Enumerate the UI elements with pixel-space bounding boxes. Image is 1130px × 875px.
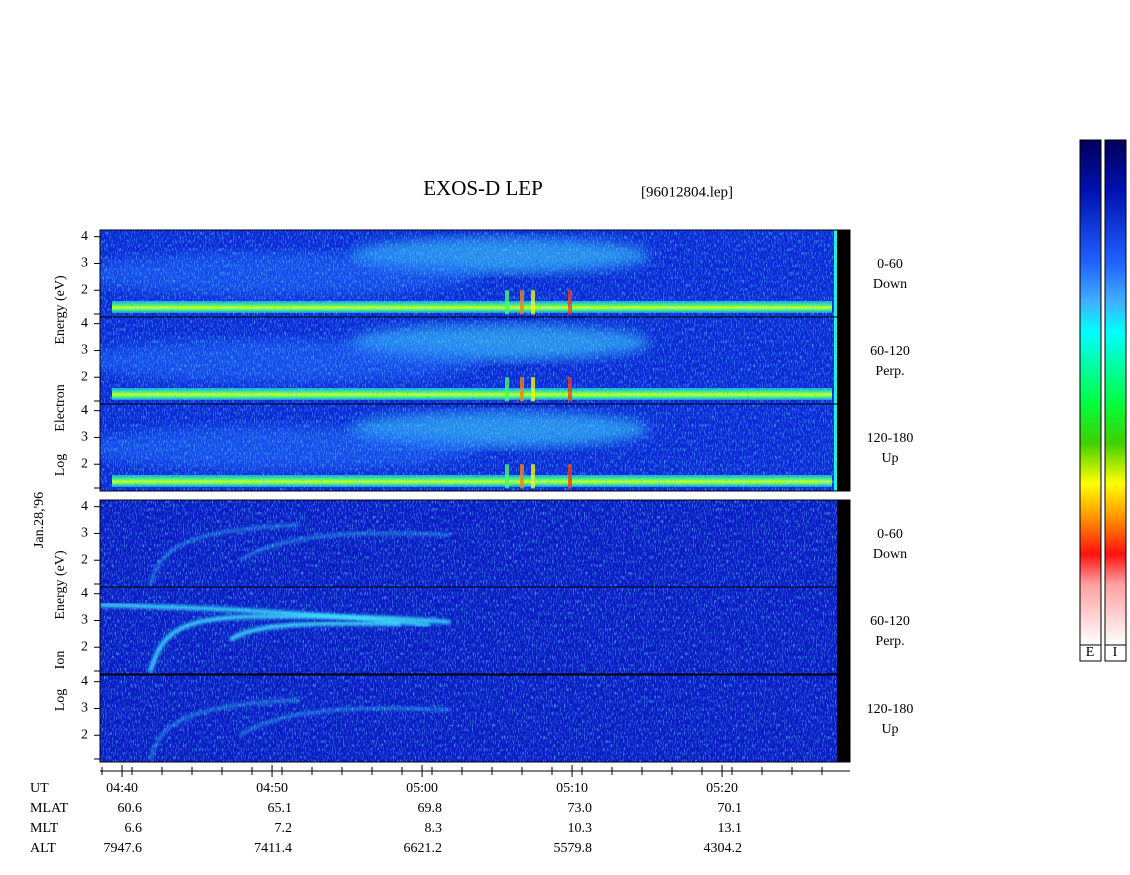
panel-direction: Up — [881, 722, 898, 737]
y-tick-label: 3 — [81, 526, 88, 541]
y-tick-label: 3 — [81, 430, 88, 445]
noise-dark — [100, 675, 850, 762]
x-tick-label: 05:00 — [406, 781, 438, 796]
y-tick-label: 3 — [81, 343, 88, 358]
noise-dark — [100, 230, 850, 317]
x-tick-label: 04:40 — [106, 781, 138, 796]
edge — [834, 404, 837, 491]
spectrogram — [100, 317, 850, 404]
orbit-value: 6.6 — [125, 821, 143, 836]
y-tick-label: 4 — [81, 499, 88, 514]
title: EXOS-D LEP — [423, 176, 543, 200]
y-tick-label: 2 — [81, 369, 88, 384]
orbit-value: 8.3 — [425, 821, 443, 836]
panel-angle: 60-120 — [870, 614, 910, 629]
y-tick-label: 2 — [81, 727, 88, 742]
panel-angle: 0-60 — [877, 257, 903, 272]
orbit-value: 65.1 — [268, 801, 293, 816]
spectrogram — [100, 230, 850, 317]
data-gap — [837, 404, 850, 491]
edge — [834, 317, 837, 404]
colorbar — [1079, 139, 1102, 646]
y-tick-label: 3 — [81, 256, 88, 271]
panel-frame — [99, 586, 851, 675]
panel-angle: 120-180 — [867, 431, 914, 446]
colorbar — [1104, 139, 1127, 646]
colorbar-label-box — [1104, 644, 1127, 662]
colorbar-label: I — [1113, 645, 1118, 660]
orbit-row-label: UT — [30, 781, 49, 796]
x-tick-label: 05:10 — [556, 781, 588, 796]
orbit-row-label: ALT — [30, 841, 56, 856]
x-tick-label: 04:50 — [256, 781, 288, 796]
y-tick-label: 3 — [81, 613, 88, 628]
y-axis-label: Energy (eV) — [53, 550, 68, 620]
y-tick-label: 4 — [81, 229, 88, 244]
orbit-row-label: MLT — [30, 821, 59, 836]
y-tick-label: 2 — [81, 639, 88, 654]
y-tick-label: 4 — [81, 316, 88, 331]
y-tick-label: 3 — [81, 701, 88, 716]
panel-direction: Perp. — [875, 634, 904, 649]
y-tick-label: 4 — [81, 403, 88, 418]
noise-dark — [100, 500, 850, 587]
colorbar-label: E — [1086, 645, 1095, 660]
file-name: [96012804.lep] — [641, 184, 733, 200]
panel-frame — [99, 674, 851, 763]
orbit-value: 7411.4 — [254, 841, 292, 856]
panel-direction: Down — [873, 547, 907, 562]
panel-angle: 120-180 — [867, 702, 914, 717]
panel-angle: 60-120 — [870, 344, 910, 359]
y-tick-label: 2 — [81, 456, 88, 471]
orbit-value: 10.3 — [568, 821, 593, 836]
noise-dark — [100, 317, 850, 404]
panel-angle: 0-60 — [877, 527, 903, 542]
y-tick-label: 2 — [81, 552, 88, 567]
colorbar-label-box — [1079, 644, 1102, 662]
y-axis-label: Electron — [53, 384, 68, 431]
y-tick-label: 2 — [81, 282, 88, 297]
y-axis-label: Ion — [53, 651, 68, 670]
orbit-value: 73.0 — [568, 801, 593, 816]
orbit-value: 13.1 — [718, 821, 743, 836]
data-gap — [837, 675, 850, 762]
orbit-value: 60.6 — [118, 801, 143, 816]
date: Jan.28,'96 — [32, 492, 47, 548]
spectrogram — [100, 587, 850, 674]
orbit-value: 4304.2 — [704, 841, 743, 856]
data-gap — [837, 500, 850, 587]
spectrogram — [100, 500, 850, 587]
y-tick-label: 4 — [81, 586, 88, 601]
orbit-value: 70.1 — [718, 801, 743, 816]
noise-dark — [100, 587, 850, 674]
y-tick-label: 4 — [81, 674, 88, 689]
orbit-value: 7.2 — [275, 821, 293, 836]
y-axis-label: Log — [53, 454, 68, 477]
panel-direction: Perp. — [875, 364, 904, 379]
spectrogram — [100, 404, 850, 491]
orbit-value: 6621.2 — [404, 841, 443, 856]
data-gap — [837, 317, 850, 404]
data-gap — [837, 230, 850, 317]
data-gap — [837, 587, 850, 674]
y-axis-label: Log — [53, 689, 68, 712]
orbit-value: 69.8 — [418, 801, 443, 816]
orbit-value: 5579.8 — [554, 841, 593, 856]
panel-frame — [99, 403, 851, 492]
edge — [834, 230, 837, 317]
x-tick-label: 05:20 — [706, 781, 738, 796]
spectrogram — [100, 675, 850, 762]
y-axis-label: Energy (eV) — [53, 275, 68, 345]
noise-dark — [100, 404, 850, 491]
orbit-value: 7947.6 — [104, 841, 143, 856]
panel-direction: Down — [873, 277, 907, 292]
panel-direction: Up — [881, 451, 898, 466]
orbit-row-label: MLAT — [30, 801, 69, 816]
